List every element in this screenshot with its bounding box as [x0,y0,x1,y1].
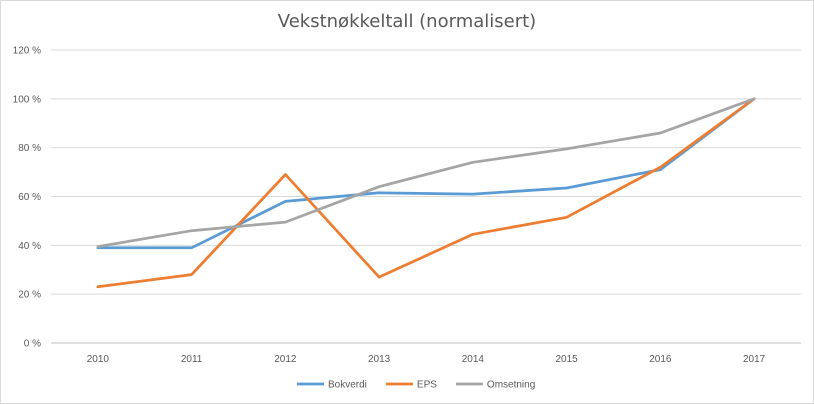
x-tick-label: 2014 [462,354,485,365]
y-axis-tick-labels: 0 % 20 % 40 % 60 % 80 % 100 % 120 % [13,46,41,350]
y-tick-label: 0 % [24,339,41,350]
x-tick-label: 2015 [556,354,579,365]
series-lines [96,97,756,289]
y-tick-label: 60 % [18,192,41,203]
x-tick-label: 2013 [368,354,391,365]
y-tick-label: 20 % [18,290,41,301]
x-axis-tick-labels: 2010 2011 2012 2013 2014 2015 2016 2017 [87,354,766,365]
y-tick-label: 120 % [13,46,41,57]
legend-label-bokverdi: Bokverdi [328,380,367,391]
y-tick-label: 80 % [18,143,41,154]
chart-title: Vekstnøkkeltall (normalisert) [277,11,537,32]
legend-label-omsetning: Omsetning [487,380,535,391]
x-tick-label: 2010 [87,354,110,365]
x-tick-label: 2017 [743,354,766,365]
x-tick-label: 2011 [181,354,203,365]
x-tick-label: 2012 [274,354,297,365]
gridlines [51,49,801,344]
legend-label-eps: EPS [417,380,437,391]
legend: Bokverdi EPS Omsetning [297,380,535,391]
series-line-eps [96,97,756,289]
series-line-omsetning [96,97,756,248]
x-tick-label: 2016 [649,354,672,365]
series-line-bokverdi [96,97,756,250]
y-tick-label: 40 % [18,241,41,252]
y-tick-label: 100 % [13,94,41,105]
